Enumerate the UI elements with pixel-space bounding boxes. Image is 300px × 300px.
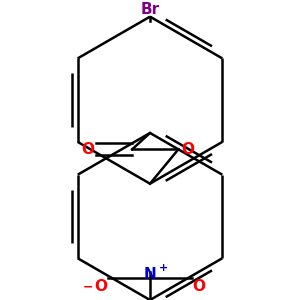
Text: Br: Br xyxy=(140,2,160,17)
Text: +: + xyxy=(159,263,168,273)
Text: −: − xyxy=(83,280,93,293)
Text: O: O xyxy=(193,279,206,294)
Text: O: O xyxy=(181,142,194,157)
Text: O: O xyxy=(81,142,94,157)
Text: N: N xyxy=(144,267,156,282)
Text: O: O xyxy=(94,279,107,294)
